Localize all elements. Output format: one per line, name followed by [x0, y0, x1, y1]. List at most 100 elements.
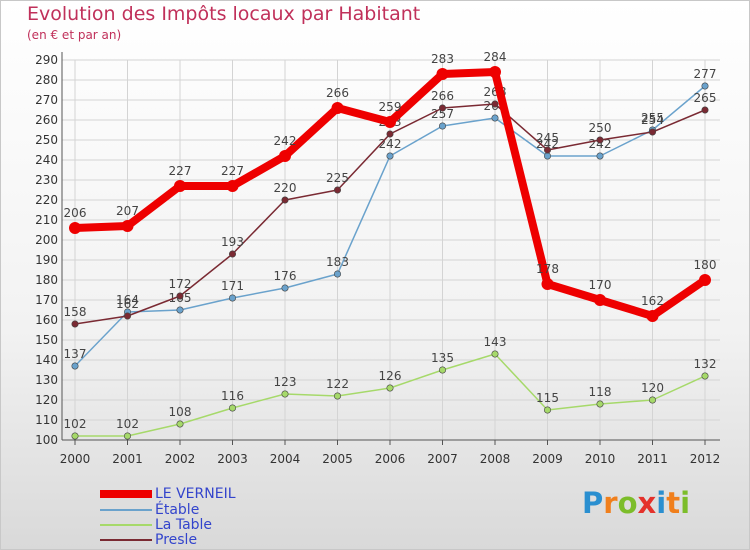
y-tick-label: 170	[35, 293, 58, 307]
data-point	[491, 350, 499, 358]
data-point	[279, 150, 291, 162]
x-tick-label: 2009	[532, 452, 563, 466]
data-point	[386, 130, 394, 138]
y-tick-label: 110	[35, 413, 58, 427]
data-label: 123	[274, 375, 297, 389]
series-presle: 158162172193220225253266268245250254265	[64, 85, 716, 328]
y-tick-label: 140	[35, 353, 58, 367]
data-point	[331, 102, 344, 114]
data-label: 250	[589, 121, 612, 135]
data-label: 245	[536, 131, 559, 145]
data-point	[596, 152, 604, 160]
y-tick-label: 100	[35, 433, 58, 447]
x-tick-label: 2012	[690, 452, 721, 466]
data-point	[229, 250, 237, 258]
y-tick-label: 190	[35, 253, 58, 267]
data-point	[281, 390, 289, 398]
logo-letter: r	[603, 486, 618, 520]
data-point	[333, 392, 341, 400]
data-label: 172	[169, 277, 192, 291]
data-label: 178	[536, 262, 559, 276]
legend-item-la-table: La Table	[100, 517, 212, 533]
y-tick-label: 160	[35, 313, 58, 327]
logo-letter: o	[617, 486, 638, 520]
data-label: 283	[431, 52, 454, 66]
data-point	[226, 180, 239, 192]
data-label: 126	[379, 369, 402, 383]
data-label: 164	[116, 293, 139, 307]
series-le-verneil: 206 207 227 227 242 266 259 283 284 178 170 162 180	[64, 50, 716, 322]
logo-letter: t	[666, 486, 681, 520]
data-point	[384, 116, 396, 128]
data-label: 137	[64, 347, 87, 361]
data-label: 143	[484, 335, 507, 349]
data-label: 162	[641, 294, 664, 308]
data-point	[648, 396, 656, 404]
x-tick-label: 2004	[270, 452, 301, 466]
data-label: 170	[589, 278, 612, 292]
x-tick-label: 2000	[60, 452, 91, 466]
y-tick-label: 130	[35, 373, 58, 387]
chart-title: Evolution des Impôts locaux par Habitant	[27, 3, 421, 25]
data-point	[281, 284, 289, 292]
data-point	[124, 312, 132, 320]
y-tick-label: 280	[35, 73, 58, 87]
y-tick-label: 270	[35, 93, 58, 107]
logo-letter: i	[680, 486, 691, 520]
data-point	[438, 366, 446, 374]
data-label: 158	[64, 305, 87, 319]
data-point	[438, 104, 446, 112]
y-tick-label: 260	[35, 113, 58, 127]
series-la-table: 102 102 108 116 123 122 126 135 143 115 118 120 132	[64, 335, 716, 440]
data-point	[594, 294, 606, 306]
data-label: 259	[379, 100, 402, 114]
y-tick-label: 150	[35, 333, 58, 347]
data-point	[176, 420, 184, 428]
data-label: 242	[536, 137, 559, 151]
data-point	[333, 186, 341, 194]
grid-lines: 1001101201301401501601701801902002102202…	[35, 53, 720, 466]
legend-swatch-le-verneil	[100, 489, 152, 498]
data-label: 242	[379, 137, 402, 151]
y-tick-label: 290	[35, 53, 58, 67]
data-point	[701, 106, 709, 114]
data-point	[71, 362, 79, 370]
data-label: 102	[64, 417, 87, 431]
data-label: 162	[116, 297, 139, 311]
data-label: 284	[484, 50, 507, 64]
data-point	[333, 270, 341, 278]
logo-letter: x	[637, 486, 657, 520]
x-tick-label: 2006	[375, 452, 406, 466]
data-label: 120	[641, 381, 664, 395]
data-point	[491, 114, 499, 122]
data-point	[596, 136, 604, 144]
data-point	[229, 404, 237, 412]
data-label: 277	[694, 67, 717, 81]
y-tick-label: 120	[35, 393, 58, 407]
legend-swatch-etable	[100, 508, 152, 511]
data-point	[124, 432, 132, 440]
data-label: 220	[274, 181, 297, 195]
data-point	[386, 384, 394, 392]
data-label: 122	[326, 377, 349, 391]
legend-item-presle: Presle	[100, 532, 197, 548]
data-label: 183	[326, 255, 349, 269]
data-label: 227	[169, 164, 192, 178]
y-tick-label: 240	[35, 153, 58, 167]
data-label: 266	[431, 89, 454, 103]
data-point	[701, 82, 709, 90]
x-tick-label: 2005	[322, 452, 353, 466]
proxiti-logo: Proxiti	[582, 486, 690, 520]
data-point	[701, 372, 709, 380]
y-tick-label: 180	[35, 273, 58, 287]
data-point	[229, 294, 237, 302]
data-point	[69, 222, 81, 234]
data-point	[174, 180, 186, 192]
data-point	[646, 310, 659, 322]
x-tick-label: 2007	[427, 452, 458, 466]
data-label: 266	[326, 86, 349, 100]
data-point	[121, 220, 134, 232]
data-point	[176, 306, 184, 314]
